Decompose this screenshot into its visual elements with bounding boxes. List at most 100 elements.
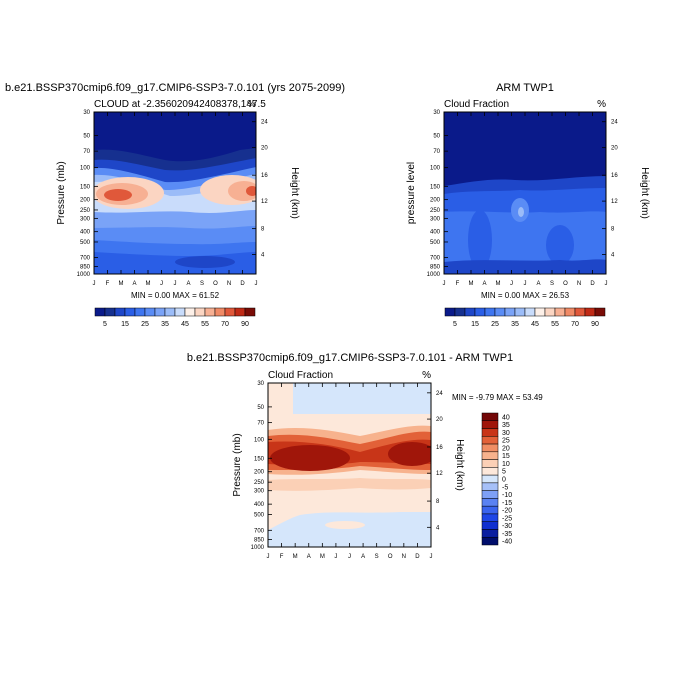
colorbar-swatch: [214, 307, 226, 317]
colorbar-swatch: [464, 307, 476, 317]
colorbar-label: -5: [502, 484, 508, 491]
colorbar-swatch: [134, 307, 146, 317]
x-tick-label: J: [443, 281, 446, 287]
x-tick-label: J: [267, 554, 270, 560]
panel-obs-y-ticks-right: 24 20 16 12 8 4: [602, 120, 618, 259]
y-tick-right-label: 20: [611, 146, 618, 152]
panel-obs-stats: MIN = 0.00 MAX = 26.53: [481, 291, 570, 300]
colorbar-swatch: [244, 307, 256, 317]
y-tick-right-label: 24: [261, 120, 268, 126]
colorbar-swatch: [174, 307, 186, 317]
y-tick-label: 500: [430, 240, 441, 246]
y-tick-label: 250: [254, 480, 265, 486]
colorbar-swatch: [474, 307, 486, 317]
colorbar-swatch: [454, 307, 466, 317]
colorbar-swatch: [534, 307, 546, 317]
x-tick-label: M: [293, 554, 298, 560]
colorbar-swatch: [194, 307, 206, 317]
colorbar-label: -10: [502, 492, 512, 499]
colorbar-swatch: [481, 482, 499, 491]
y-tick-label: 400: [254, 502, 265, 508]
panel-diff-y-ticks: 30 50 70 100 150 200 250 300 400 500 700 850 1000: [251, 381, 272, 551]
x-tick-label: F: [456, 281, 460, 287]
colorbar-swatch: [481, 490, 499, 499]
panel-obs-y-ticks: 30 50 70 100 150 200 250 300 400 500 700 850 1000: [427, 110, 448, 278]
colorbar-label: 35: [511, 321, 519, 328]
panel-obs-subtitle-left: Cloud Fraction: [444, 99, 509, 110]
x-tick-label: M: [469, 281, 474, 287]
y-tick-right-label: 8: [611, 227, 615, 233]
y-tick-label: 850: [430, 264, 441, 270]
x-tick-label: O: [563, 281, 568, 287]
x-tick-label: J: [93, 281, 96, 287]
x-tick-label: A: [186, 281, 190, 287]
panel-obs: ARM TWP1 Cloud Fraction % 30 50 70 100 150 20…: [406, 82, 650, 328]
panel-obs-subtitle-right: %: [597, 99, 606, 110]
y-tick-label: 700: [254, 528, 265, 534]
colorbar-label: -40: [502, 539, 512, 546]
colorbar-swatch: [481, 529, 499, 538]
x-tick-label: J: [160, 281, 163, 287]
x-tick-label: M: [146, 281, 151, 287]
colorbar-swatch: [481, 513, 499, 522]
x-tick-label: M: [119, 281, 124, 287]
colorbar-label: -15: [502, 500, 512, 507]
panel-model-ylabel-right: Height (km): [289, 167, 300, 219]
y-tick-right-label: 4: [611, 253, 615, 259]
y-tick-right-label: 16: [436, 445, 443, 451]
x-tick-label: N: [227, 281, 231, 287]
y-tick-label: 150: [80, 184, 91, 190]
y-tick-right-label: 4: [436, 525, 440, 531]
y-tick-label: 850: [80, 264, 91, 270]
x-tick-label: A: [361, 554, 365, 560]
colorbar-swatch: [564, 307, 576, 317]
colorbar-label: -35: [502, 531, 512, 538]
colorbar-swatch: [104, 307, 116, 317]
x-tick-label: M: [496, 281, 501, 287]
y-tick-label: 850: [254, 537, 265, 543]
colorbar-label: 25: [491, 321, 499, 328]
colorbar-swatch: [124, 307, 136, 317]
y-tick-label: 50: [257, 405, 264, 411]
x-tick-label: S: [375, 554, 379, 560]
y-tick-label: 1000: [77, 272, 91, 278]
colorbar-swatch: [484, 307, 496, 317]
colorbar-label: -25: [502, 515, 512, 522]
y-tick-label: 70: [257, 421, 264, 427]
colorbar-swatch: [494, 307, 506, 317]
x-tick-label: J: [430, 554, 433, 560]
colorbar-label: 35: [161, 321, 169, 328]
panel-diff: b.e21.BSSP370cmip6.f09_g17.CMIP6-SSP3-7.…: [187, 352, 543, 560]
colorbar-swatch: [481, 536, 499, 546]
y-tick-label: 50: [433, 134, 440, 140]
x-tick-label: J: [174, 281, 177, 287]
x-tick-label: A: [132, 281, 136, 287]
colorbar-label: 90: [591, 321, 599, 328]
y-tick-right-label: 16: [261, 173, 268, 179]
panel-model-subtitle-right: %: [247, 99, 256, 110]
colorbar-label: -30: [502, 523, 512, 530]
colorbar-label: 5: [453, 321, 457, 328]
colorbar-label: 55: [551, 321, 559, 328]
colorbar-swatch: [554, 307, 566, 317]
panel-diff-ylabel: Pressure (mb): [232, 433, 243, 496]
y-tick-label: 400: [430, 230, 441, 236]
y-tick-right-label: 12: [261, 199, 268, 205]
colorbar-swatch: [584, 307, 596, 317]
y-tick-label: 50: [83, 134, 90, 140]
colorbar-label: 40: [502, 414, 510, 421]
x-tick-label: J: [524, 281, 527, 287]
x-tick-label: F: [106, 281, 110, 287]
panel-obs-ylabel: pressure level: [406, 162, 417, 224]
x-tick-label: A: [307, 554, 311, 560]
panel-obs-colorbar: 5 15 25 35 45 55 70 90: [444, 307, 606, 328]
y-tick-label: 400: [80, 230, 91, 236]
y-tick-label: 1000: [251, 545, 265, 551]
colorbar-label: 70: [221, 321, 229, 328]
panel-obs-ylabel-right: Height (km): [639, 167, 650, 219]
colorbar-label: 70: [571, 321, 579, 328]
